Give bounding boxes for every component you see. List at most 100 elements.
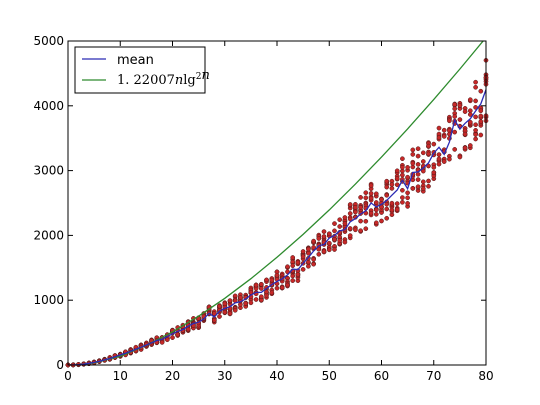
scatter-point bbox=[384, 215, 390, 221]
scatter-point bbox=[264, 289, 269, 295]
legend: mean 1. 22007nlg2n bbox=[74, 46, 210, 94]
scatter-point bbox=[306, 246, 311, 252]
scatter-point bbox=[358, 195, 363, 200]
scatter-point bbox=[420, 150, 426, 156]
legend-box bbox=[74, 46, 206, 94]
scatter-point bbox=[363, 190, 369, 196]
scatter-point bbox=[332, 247, 337, 252]
scatter-point bbox=[462, 145, 468, 151]
scatter-point bbox=[441, 159, 447, 164]
x-tick-label: 50 bbox=[322, 369, 337, 383]
scatter-point bbox=[405, 190, 410, 196]
scatter-point bbox=[258, 286, 264, 291]
scatter-point bbox=[462, 109, 468, 114]
y-tick-label: 1000 bbox=[33, 293, 64, 307]
scatter-point bbox=[400, 199, 405, 205]
scatter-point bbox=[473, 127, 478, 133]
scatter-point bbox=[290, 278, 296, 283]
scatter-point bbox=[368, 195, 374, 201]
scatter-point bbox=[394, 182, 400, 188]
scatter-point bbox=[394, 207, 400, 212]
scatter-point bbox=[415, 153, 421, 159]
scatter-point bbox=[170, 335, 175, 340]
scatter-point bbox=[311, 245, 316, 250]
scatter-point bbox=[426, 143, 431, 149]
scatter-point bbox=[285, 282, 290, 288]
scatter-point bbox=[394, 168, 400, 174]
scatter-point bbox=[253, 282, 259, 288]
scatter-point bbox=[373, 207, 379, 213]
scatter-point bbox=[358, 228, 363, 234]
scatter-point bbox=[238, 295, 243, 300]
scatter-point bbox=[473, 136, 478, 142]
scatter-point bbox=[306, 263, 311, 269]
scatter-point bbox=[311, 261, 316, 267]
scatter-point bbox=[332, 221, 337, 226]
scatter-point bbox=[373, 220, 379, 226]
scatter-point bbox=[436, 156, 442, 162]
scatter-point bbox=[379, 218, 384, 224]
scatter-point bbox=[473, 122, 478, 128]
scatter-point bbox=[400, 195, 405, 200]
scatter-point bbox=[347, 226, 353, 231]
scatter-point bbox=[342, 215, 348, 220]
scatter-point bbox=[452, 147, 458, 152]
scatter-point bbox=[389, 200, 395, 206]
scatter-point bbox=[358, 204, 363, 210]
x-tick-label: 10 bbox=[113, 369, 128, 383]
scatter-point bbox=[467, 119, 473, 125]
scatter-point bbox=[467, 108, 473, 114]
scatter-point bbox=[253, 297, 259, 302]
scatter-point bbox=[363, 195, 369, 201]
scatter-point bbox=[373, 191, 379, 197]
legend-fit-label-part: lg bbox=[183, 73, 195, 88]
scatter-point bbox=[337, 217, 343, 223]
legend-fit-label-part: n bbox=[201, 68, 209, 83]
scatter-point bbox=[415, 184, 421, 190]
scatter-point bbox=[431, 165, 437, 170]
scatter-point bbox=[415, 171, 421, 177]
scatter-point bbox=[264, 277, 269, 283]
scatter-point bbox=[473, 84, 478, 90]
scatter-point bbox=[410, 160, 416, 166]
tick-layer: 0 10 20 30 40 50 60 70 80 0 1000 2000 3000 4000 5000 bbox=[33, 34, 493, 383]
scatter-point bbox=[227, 298, 233, 303]
scatter-point bbox=[447, 156, 452, 162]
x-tick-label: 80 bbox=[478, 369, 493, 383]
series-line bbox=[68, 89, 486, 365]
scatter-point bbox=[332, 228, 337, 234]
scatter-point bbox=[217, 314, 222, 319]
scatter-point bbox=[441, 127, 447, 133]
scatter-point bbox=[337, 238, 343, 243]
scatter-point bbox=[227, 311, 233, 316]
scatter-point bbox=[415, 177, 421, 182]
scatter-point bbox=[457, 102, 463, 108]
scatter-point bbox=[426, 178, 431, 184]
scatter-point bbox=[405, 165, 410, 170]
y-tick-label: 3000 bbox=[33, 164, 64, 178]
scatter-point bbox=[405, 195, 410, 201]
scatter-point bbox=[316, 236, 322, 241]
scatter-point bbox=[420, 186, 426, 192]
scatter-point bbox=[473, 132, 478, 137]
scatter-point bbox=[363, 226, 369, 232]
scatter-point bbox=[473, 114, 478, 120]
scatter-point bbox=[321, 249, 327, 255]
scatter-point bbox=[347, 233, 353, 238]
scatter-point bbox=[363, 218, 369, 224]
legend-fit-label-part: n bbox=[175, 73, 183, 88]
legend-mean-label: mean bbox=[117, 53, 154, 68]
scatter-point bbox=[326, 247, 332, 253]
scatter-point bbox=[436, 152, 442, 157]
scatter-point bbox=[290, 255, 296, 260]
scatter-point bbox=[300, 254, 306, 260]
scatter-point bbox=[400, 172, 405, 178]
scatter-point bbox=[415, 162, 421, 167]
scatter-point bbox=[342, 239, 348, 245]
scatter-point bbox=[478, 88, 484, 94]
scatter-point bbox=[358, 218, 363, 224]
scatter-point bbox=[258, 281, 264, 287]
scatter-point bbox=[337, 224, 343, 229]
scatter-point bbox=[274, 285, 280, 291]
